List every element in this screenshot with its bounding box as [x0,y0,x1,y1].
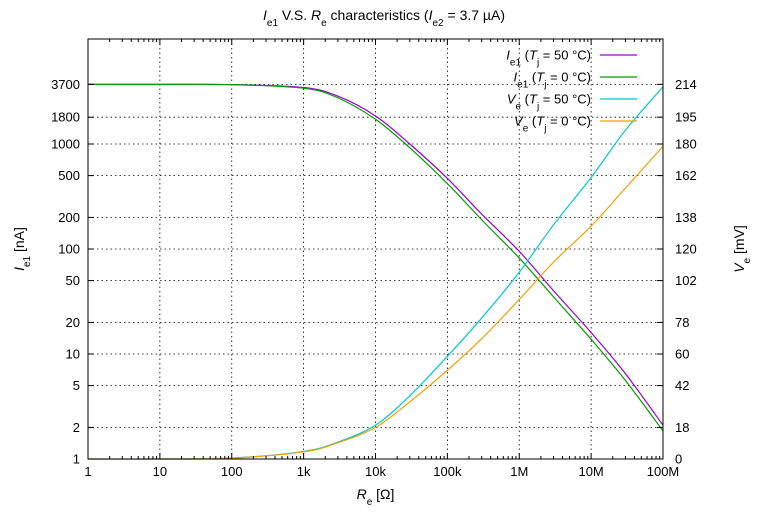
y-right-tick-label: 102 [675,273,697,288]
y-left-tick-label: 2 [73,420,80,435]
legend-label: Ve (Tj = 0 °C) [514,114,591,135]
y-left-tick-label: 10 [66,347,80,362]
ticks-layer: 1 10 100 1k 10k 100k 1M 10M 100M1251020501002005… [51,39,697,479]
y-right-tick-label: 214 [675,77,697,92]
x-axis-label: Re [Ω] [357,486,395,508]
x-tick-label: 1k [297,464,311,479]
y-left-tick-label: 1800 [51,110,80,125]
y-axis-right-label: Ve [mV] [731,225,753,273]
y-left-tick-label: 1000 [51,137,80,152]
legend: Ie1 (Tj = 50 °C)Ie1 (Tj = 0 °C)Ve (Tj = … [506,48,637,135]
y-right-tick-label: 78 [675,315,689,330]
x-tick-label: 1 [84,464,91,479]
series-line-2 [87,83,664,432]
y-right-tick-label: 18 [675,420,689,435]
y-right-tick-label: 195 [675,110,697,125]
y-right-tick-label: 60 [675,347,689,362]
legend-entry-3: Ve (Tj = 50 °C) [507,92,637,113]
legend-label: Ve (Tj = 50 °C) [507,92,591,113]
y-right-tick-label: 180 [675,137,697,152]
y-left-tick-label: 5 [73,378,80,393]
y-left-tick-label: 20 [66,315,80,330]
y-left-tick-label: 3700 [51,77,80,92]
x-tick-label: 100M [647,464,680,479]
y-left-tick-label: 100 [58,242,80,257]
legend-label: Ie1 (Tj = 50 °C) [506,48,591,69]
chart-title: Ie1 V.S. Re characteristics (Ie2 = 3.7 µ… [263,7,505,29]
x-tick-label: 1M [510,464,528,479]
y-right-tick-label: 138 [675,210,697,225]
y-axis-left-label: Ie1 [nA] [11,227,33,271]
y-right-tick-label: 0 [675,452,682,467]
legend-entry-1: Ie1 (Tj = 50 °C) [506,48,637,69]
y-right-tick-label: 120 [675,242,697,257]
series-line-1 [87,83,664,426]
y-right-tick-label: 162 [675,168,697,183]
y-left-tick-label: 1 [73,452,80,467]
x-tick-label: 10k [365,464,386,479]
legend-entry-2: Ie1 (Tj = 0 °C) [514,70,637,91]
x-tick-label: 10M [578,464,603,479]
y-right-tick-label: 42 [675,378,689,393]
legend-entry-4: Ve (Tj = 0 °C) [514,114,637,135]
y-left-tick-label: 50 [66,273,80,288]
x-tick-label: 10 [153,464,167,479]
y-left-tick-label: 500 [58,168,80,183]
legend-label: Ie1 (Tj = 0 °C) [514,70,591,91]
curves-layer [87,83,664,460]
x-tick-label: 100k [433,464,462,479]
y-left-tick-label: 200 [58,210,80,225]
x-tick-label: 100 [221,464,243,479]
